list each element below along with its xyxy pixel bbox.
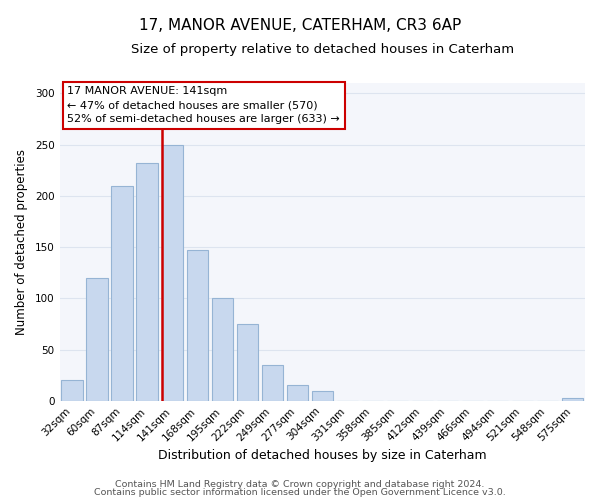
Bar	[262, 365, 283, 401]
Bar	[236, 324, 258, 401]
Bar	[61, 380, 83, 401]
Bar	[562, 398, 583, 401]
Text: 17 MANOR AVENUE: 141sqm
← 47% of detached houses are smaller (570)
52% of semi-d: 17 MANOR AVENUE: 141sqm ← 47% of detache…	[67, 86, 340, 124]
Title: Size of property relative to detached houses in Caterham: Size of property relative to detached ho…	[131, 42, 514, 56]
Text: Contains public sector information licensed under the Open Government Licence v3: Contains public sector information licen…	[94, 488, 506, 497]
Bar	[161, 144, 183, 401]
Bar	[112, 186, 133, 401]
Bar	[287, 386, 308, 401]
Bar	[187, 250, 208, 401]
X-axis label: Distribution of detached houses by size in Caterham: Distribution of detached houses by size …	[158, 450, 487, 462]
Bar	[212, 298, 233, 401]
Y-axis label: Number of detached properties: Number of detached properties	[15, 149, 28, 335]
Bar	[311, 390, 333, 401]
Text: Contains HM Land Registry data © Crown copyright and database right 2024.: Contains HM Land Registry data © Crown c…	[115, 480, 485, 489]
Bar	[86, 278, 108, 401]
Bar	[136, 163, 158, 401]
Text: 17, MANOR AVENUE, CATERHAM, CR3 6AP: 17, MANOR AVENUE, CATERHAM, CR3 6AP	[139, 18, 461, 32]
